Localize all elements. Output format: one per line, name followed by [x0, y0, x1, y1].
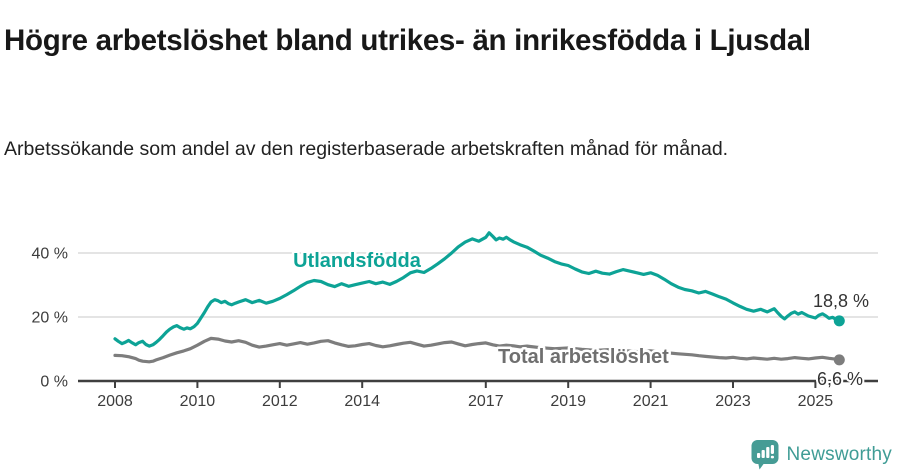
end-value-total: 6,6 %: [817, 369, 863, 389]
series-end-dot-utlandsfodda: [833, 315, 845, 327]
unemployment-line-chart: 0 % 20 % 40 % 2008 2010 2012 2014 2017 2019 2021 2…: [32, 231, 878, 410]
newsworthy-logo[interactable]: Newsworthy: [751, 439, 892, 471]
x-axis-label-2025: 2025: [798, 393, 834, 410]
newsworthy-icon: [751, 440, 779, 470]
series-label-utlandsfodda: Utlandsfödda: [293, 250, 422, 272]
x-axis-label-2019: 2019: [550, 393, 586, 410]
y-axis-label-20: 20 %: [32, 310, 68, 327]
y-axis-label-40: 40 %: [32, 246, 68, 263]
x-axis-label-2021: 2021: [633, 393, 669, 410]
x-axis-label-2012: 2012: [262, 393, 298, 410]
x-axis-label-2014: 2014: [344, 393, 380, 410]
page-subtitle: Arbetssökande som andel av den registerb…: [4, 137, 729, 160]
x-axis-label-2010: 2010: [180, 393, 216, 410]
x-axis-label-2017: 2017: [468, 393, 504, 410]
y-axis-label-0: 0 %: [40, 374, 68, 391]
series-line-total: [113, 336, 841, 364]
page-title: Högre arbetslöshet bland utrikes- än inr…: [4, 23, 811, 57]
x-axis-label-2023: 2023: [715, 393, 751, 410]
series-end-dot-total: [833, 354, 845, 366]
x-axis-label-2008: 2008: [97, 393, 133, 410]
newsworthy-wordmark: Newsworthy: [786, 444, 892, 465]
series-line-utlandsfodda: [113, 231, 841, 348]
series-label-total: Total arbetslöshet: [498, 346, 669, 368]
end-value-utlandsfodda: 18,8 %: [813, 291, 869, 311]
